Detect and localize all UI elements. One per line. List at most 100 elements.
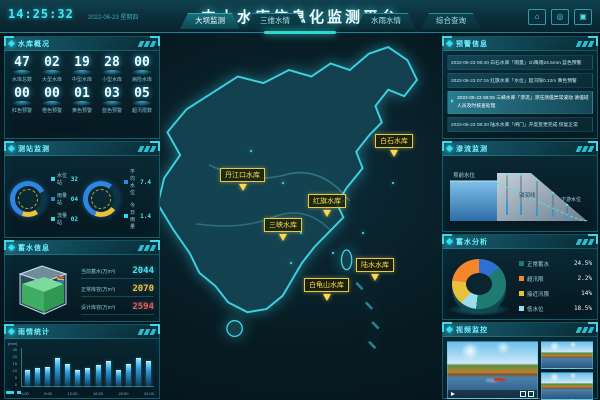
stat-label: 病险水库 xyxy=(131,77,152,83)
tab-3d-water[interactable]: 三维水情 xyxy=(245,13,305,29)
station-dot xyxy=(282,182,284,184)
x-tick: 12:00 xyxy=(67,391,78,396)
fullscreen-icon[interactable]: ◎ xyxy=(551,9,569,25)
x-tick: 16:00 xyxy=(93,391,104,396)
stat-value: 03 xyxy=(104,86,120,101)
legend-swatch xyxy=(519,261,524,266)
volume-icon[interactable] xyxy=(520,391,526,397)
panel-title: 视频监控 xyxy=(456,326,488,334)
legend-value: 2.2% xyxy=(577,275,592,282)
play-icon[interactable] xyxy=(451,392,455,396)
rain-ylabels: 25 20 15 10 5 0 xyxy=(7,347,17,387)
legend-value: 02 xyxy=(70,215,78,223)
bar xyxy=(136,357,142,386)
panel-deco xyxy=(137,145,157,152)
video-thumb-column xyxy=(541,341,593,400)
legend-item: 今日雨量 1.4 xyxy=(124,202,151,230)
gauge-ring xyxy=(83,181,119,217)
legend-label: 今日雨量 xyxy=(130,203,136,230)
hainan-shape xyxy=(226,320,243,338)
gauge-legend: 水位站 32 雨量站 04 流量站 02 xyxy=(51,172,78,226)
tab-rain-water[interactable]: 水雨水情 xyxy=(356,13,416,29)
marker-arrow-icon xyxy=(322,294,331,301)
alert-row[interactable]: 2022-06-23 06:40 白石水库「雨量」1h降雨24.5mm 蓝色预警 xyxy=(447,55,593,70)
video-thumb-small[interactable] xyxy=(541,341,593,369)
panel-reservoir-overview: 水库概况 47 水库总数 02 大型水库 19 中型水库 28 小型水库 00 病险水库 … xyxy=(4,36,160,139)
home-icon[interactable]: ⌂ xyxy=(528,9,546,25)
stat-label: 中型水库 xyxy=(71,77,92,83)
panel-deco xyxy=(137,244,157,251)
map-marker-reservoir[interactable]: 红旗水库 xyxy=(308,194,346,217)
bar xyxy=(65,363,71,386)
map-marker-reservoir[interactable]: 白龟山水库 xyxy=(304,278,349,301)
map-marker-reservoir[interactable]: 白石水库 xyxy=(375,134,413,157)
marker-label: 红旗水库 xyxy=(308,194,346,208)
legend-label: 正常蓄水 xyxy=(527,261,550,268)
rain-xlabels: 4:00 8:00 12:00 16:00 20:00 24:00 xyxy=(21,391,154,396)
legend-swatch xyxy=(51,177,55,181)
tab-query[interactable]: 综合查询 xyxy=(421,13,481,29)
legend-swatch xyxy=(124,214,128,218)
panel-title: 渗流监测 xyxy=(456,145,488,153)
y-tick: 5 xyxy=(14,375,17,380)
user-icon[interactable]: ▣ xyxy=(574,9,592,25)
alert-row[interactable]: 2022-06-23 07:15 红旗水库「水位」超汛限0.12m 黄色预警 xyxy=(447,73,593,88)
stat-pedestal xyxy=(132,70,152,75)
legend-label: 平均水位 xyxy=(130,169,136,196)
storage-value: 2070 xyxy=(132,283,154,294)
panel-station-monitor: 测站监测 水位站 32 雨量站 04 流量站 02 平均水位 7.4 今日雨量 1.4 xyxy=(4,141,160,238)
y-tick: 10 xyxy=(12,368,17,373)
stat-label: 小型水库 xyxy=(101,77,122,83)
stat-item: 01 黄色预警 xyxy=(67,87,97,114)
station-dot xyxy=(392,182,394,184)
corner-deco xyxy=(17,391,21,394)
map-marker-reservoir[interactable]: 丹江口水库 xyxy=(220,168,265,191)
panel-diamond-icon xyxy=(7,39,16,48)
china-map xyxy=(156,46,419,350)
panel-storage-analysis: 蓄水分析 正常蓄水 24.5% 超汛限 2.2% 接近汛限 14% 低水位 18.5% xyxy=(442,234,598,320)
phreatic-line-label: 浸润线 xyxy=(519,191,536,199)
panel-diamond-icon xyxy=(445,325,454,334)
map-marker-reservoir[interactable]: 三峡水库 xyxy=(264,218,302,241)
donut-legend: 正常蓄水 24.5% 超汛限 2.2% 接近汛限 14% 低水位 18.5% xyxy=(519,260,592,313)
clock: 14:25:32 xyxy=(8,7,74,21)
stat-item: 00 红色预警 xyxy=(7,87,37,114)
panel-title: 雨情统计 xyxy=(18,328,50,336)
stat-value: 00 xyxy=(14,86,30,101)
legend-item: 低水位 18.5% xyxy=(519,305,592,313)
donut-chart xyxy=(446,256,512,316)
legend-value: 1.4 xyxy=(140,212,151,220)
stat-label: 红色预警 xyxy=(11,108,32,114)
stat-value: 47 xyxy=(14,55,30,70)
stat-value: 01 xyxy=(74,86,90,101)
bar xyxy=(75,369,81,386)
station-dot xyxy=(332,252,334,254)
panel-diamond-icon xyxy=(7,144,16,153)
tab-dam-monitor[interactable]: 大坝监测 xyxy=(180,13,240,29)
overview-stats-grid: 47 水库总数 02 大型水库 19 中型水库 28 小型水库 00 病险水库 00 红色预… xyxy=(5,51,159,114)
stat-item: 03 蓝色预警 xyxy=(97,87,127,114)
alert-row-highlighted[interactable]: 2022-06-23 08:05 三峡水库「渗流」渗压测值异常波动 请值班人员及… xyxy=(447,91,593,115)
panel-deco xyxy=(575,238,595,245)
gauges-row: 水位站 32 雨量站 04 流量站 02 平均水位 7.4 今日雨量 1.4 xyxy=(5,156,159,230)
alert-row[interactable]: 2022-06-23 08:30 陆水水库「闸门」开度变更完成 恢复正常 xyxy=(447,117,593,133)
station-dot xyxy=(250,150,252,152)
gauge-ring xyxy=(10,181,46,217)
panel-deco xyxy=(575,326,595,333)
y-tick: 15 xyxy=(12,361,17,366)
map-marker-reservoir[interactable]: 陆水水库 xyxy=(356,258,394,281)
video-thumb-small[interactable] xyxy=(541,372,593,400)
stat-item: 47 水库总数 xyxy=(7,56,37,83)
header-icons: ⌂ ◎ ▣ xyxy=(528,9,592,25)
marker-arrow-icon xyxy=(279,234,287,241)
video-thumb-main[interactable] xyxy=(447,341,538,399)
legend-value: 7.4 xyxy=(140,178,151,186)
stat-pedestal xyxy=(72,70,92,75)
legend-label: 接近汛限 xyxy=(527,291,550,298)
stat-value: 02 xyxy=(44,55,60,70)
marker-arrow-icon xyxy=(371,274,379,281)
x-tick: 8:00 xyxy=(44,391,53,396)
fullscreen-icon[interactable] xyxy=(528,391,534,397)
legend-item: 超汛限 2.2% xyxy=(519,275,592,283)
